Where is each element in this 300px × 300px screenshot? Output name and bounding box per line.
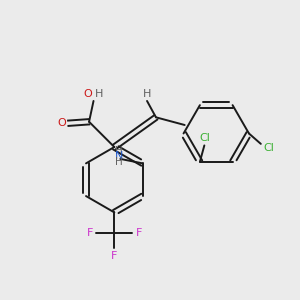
Text: F: F [136,228,142,238]
Text: H: H [115,158,123,167]
Text: F: F [87,228,93,238]
Text: F: F [111,250,118,260]
Text: Cl: Cl [199,133,210,143]
Text: H: H [115,146,123,156]
Text: O: O [84,89,93,99]
Text: Cl: Cl [264,143,274,153]
Text: N: N [115,151,123,161]
Text: H: H [95,89,103,99]
Text: H: H [143,89,151,99]
Text: O: O [57,118,66,128]
